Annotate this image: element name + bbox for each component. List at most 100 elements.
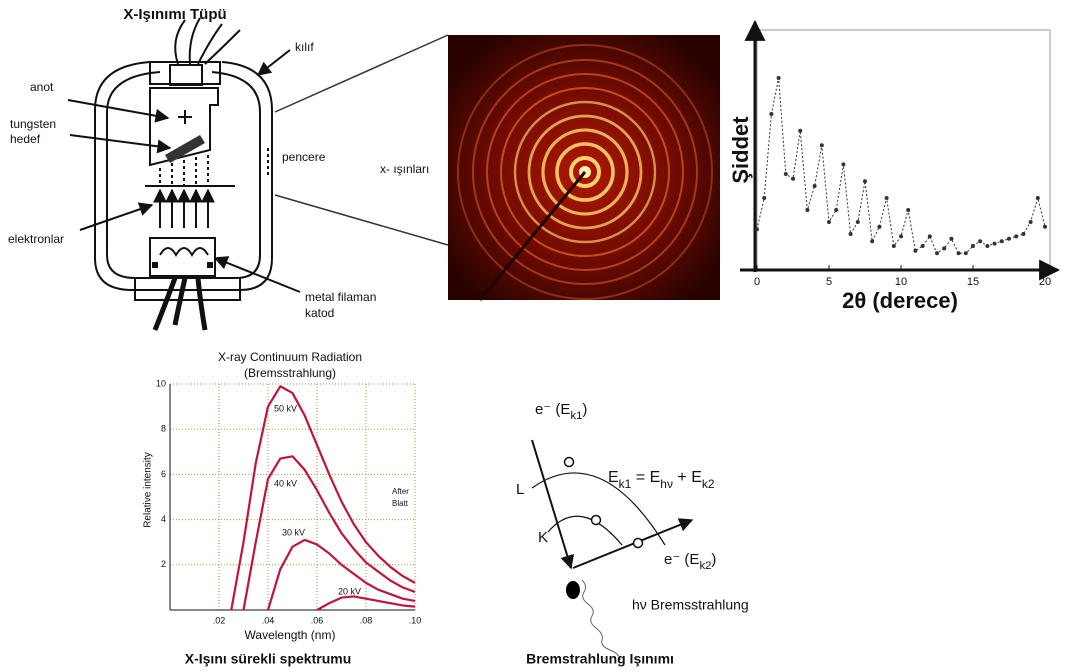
spectrum-curve — [268, 540, 415, 610]
xrd-point — [856, 220, 860, 224]
xrd-point — [935, 251, 939, 255]
y-axis-label: Şiddet — [728, 116, 753, 184]
xrd-point — [1043, 225, 1047, 229]
caption: Bremstrahlung Işınımı — [526, 651, 674, 667]
xrd-point — [892, 244, 896, 248]
xrd-point — [863, 179, 867, 183]
xrd-point — [1007, 237, 1011, 241]
tube-title: X-Işınımı Tüpü — [123, 6, 226, 23]
shell-label: L — [516, 481, 524, 498]
figure: X-Işınımı Tüpükılıfanottungstenhedefpenc… — [0, 0, 1065, 672]
text-part: k1 — [570, 410, 582, 422]
x-tick-label: .08 — [360, 615, 373, 625]
spectrum-curve — [244, 456, 416, 610]
tube-label: kılıf — [295, 40, 314, 54]
energy-equation: Ek1 = Ehν + Ek2 — [608, 469, 715, 491]
tube-label: hedef — [10, 132, 41, 146]
y-tick-label: 10 — [156, 378, 166, 388]
tube-label: katod — [305, 306, 334, 320]
xrd-point — [1021, 232, 1025, 236]
x-tick-label: 0 — [754, 276, 760, 288]
xrd-point — [805, 208, 809, 212]
xrd-point — [834, 208, 838, 212]
xrd-point — [971, 244, 975, 248]
xrd-point — [870, 239, 874, 243]
xrd-point — [877, 225, 881, 229]
xrd-point — [1000, 239, 1004, 243]
text-part: ) — [582, 401, 587, 418]
text-part: k2 — [699, 560, 711, 572]
text-part: e⁻ (E — [664, 551, 699, 568]
xrd-point — [993, 242, 997, 246]
text-part: + E — [673, 469, 702, 486]
y-tick-label: 6 — [161, 469, 166, 479]
y-tick-label: 8 — [161, 424, 166, 434]
text-part: e⁻ (E — [535, 401, 570, 418]
xrd-point — [942, 246, 946, 250]
photon-label: hν Bremsstrahlung — [632, 597, 749, 613]
series-label: 50 kV — [274, 403, 297, 413]
x-tick-label: .10 — [409, 615, 422, 625]
text-part: ) — [711, 551, 716, 568]
beam-label: x- ışınları — [380, 162, 429, 176]
spectrum-curve — [231, 386, 415, 610]
xrd-point — [841, 162, 845, 166]
text-part: = E — [631, 469, 660, 486]
xrd-point — [921, 244, 925, 248]
incoming-electron: e⁻ (Ek1) — [535, 401, 587, 422]
xrd-point — [849, 232, 853, 236]
y-tick-label: 2 — [161, 559, 166, 569]
xrd-point — [1036, 196, 1040, 200]
text-part: hν — [660, 477, 673, 491]
xrd-point — [928, 234, 932, 238]
xrd-point — [784, 172, 788, 176]
x-tick-label: .06 — [311, 615, 324, 625]
x-tick-label: 15 — [967, 276, 979, 288]
text-part: k1 — [619, 477, 632, 491]
chart-title: (Bremsstrahlung) — [244, 366, 336, 380]
xrd-point — [978, 239, 982, 243]
xrd-point — [906, 208, 910, 212]
x-tick-label: 20 — [1039, 276, 1051, 288]
annotation: Blatt — [392, 499, 409, 508]
outgoing-electron: e⁻ (Ek2) — [664, 551, 716, 572]
xrd-point — [1029, 220, 1033, 224]
xrd-point — [985, 244, 989, 248]
xrd-point — [957, 251, 961, 255]
xrd-point — [769, 112, 773, 116]
xrd-point — [813, 184, 817, 188]
plot-frame — [757, 30, 1050, 270]
xrd-point — [777, 76, 781, 80]
x-axis-label: 2θ (derece) — [842, 288, 958, 313]
text-part: k2 — [702, 477, 715, 491]
x-tick-label: .02 — [213, 615, 226, 625]
xrd-point — [755, 227, 759, 231]
series-label: 40 kV — [274, 478, 297, 488]
caption: X-Işını sürekli spektrumu — [185, 651, 352, 667]
series-label: 20 kV — [338, 586, 361, 596]
xrd-point — [899, 234, 903, 238]
diffraction-image — [448, 35, 720, 300]
tube-label: elektronlar — [8, 232, 64, 246]
xrd-point — [1014, 234, 1018, 238]
series-label: 30 kV — [282, 527, 305, 537]
x-tick-label: 10 — [895, 276, 907, 288]
shell-label: K — [538, 529, 548, 546]
x-tick-label: .04 — [262, 615, 275, 625]
xrd-point — [949, 237, 953, 241]
tube-label: tungsten — [10, 117, 56, 131]
xrd-point — [762, 196, 766, 200]
x-axis-label: Wavelength (nm) — [245, 628, 336, 642]
text-part: E — [608, 469, 619, 486]
xrd-point — [827, 220, 831, 224]
tube-label: pencere — [282, 150, 326, 164]
chart-title: X-ray Continuum Radiation — [218, 350, 362, 364]
annotation: After — [392, 487, 409, 496]
x-tick-label: 5 — [826, 276, 832, 288]
xrd-point — [791, 177, 795, 181]
xrd-point — [913, 249, 917, 253]
xrd-line — [757, 78, 1045, 253]
y-tick-label: 4 — [161, 514, 166, 524]
xrd-point — [964, 251, 968, 255]
y-axis-label: Relative intensity — [143, 452, 154, 528]
